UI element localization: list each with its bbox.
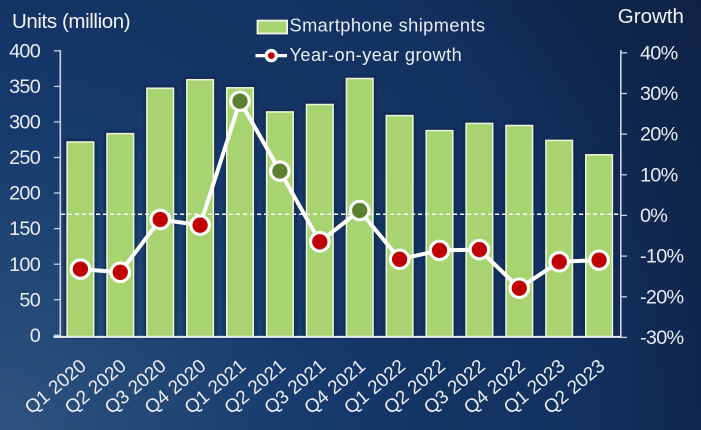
svg-text:Year-on-year growth: Year-on-year growth [290,45,463,65]
svg-text:50: 50 [19,289,40,311]
svg-text:Units (million): Units (million) [12,10,130,33]
svg-text:-10%: -10% [640,246,683,268]
svg-text:Smartphone shipments: Smartphone shipments [290,16,486,36]
svg-text:0%: 0% [640,205,667,227]
svg-text:-20%: -20% [640,286,683,308]
svg-text:150: 150 [9,218,41,240]
svg-text:40%: 40% [640,42,678,64]
svg-text:400: 400 [9,40,41,62]
svg-text:30%: 30% [640,83,678,105]
svg-text:200: 200 [9,183,41,205]
svg-text:0: 0 [30,325,41,347]
svg-text:100: 100 [9,254,41,276]
svg-text:300: 300 [9,112,41,134]
svg-text:10%: 10% [640,164,678,186]
svg-text:20%: 20% [640,124,678,146]
svg-text:-30%: -30% [640,327,683,349]
svg-text:350: 350 [9,76,41,98]
svg-text:250: 250 [9,147,41,169]
svg-text:Growth: Growth [618,5,684,28]
